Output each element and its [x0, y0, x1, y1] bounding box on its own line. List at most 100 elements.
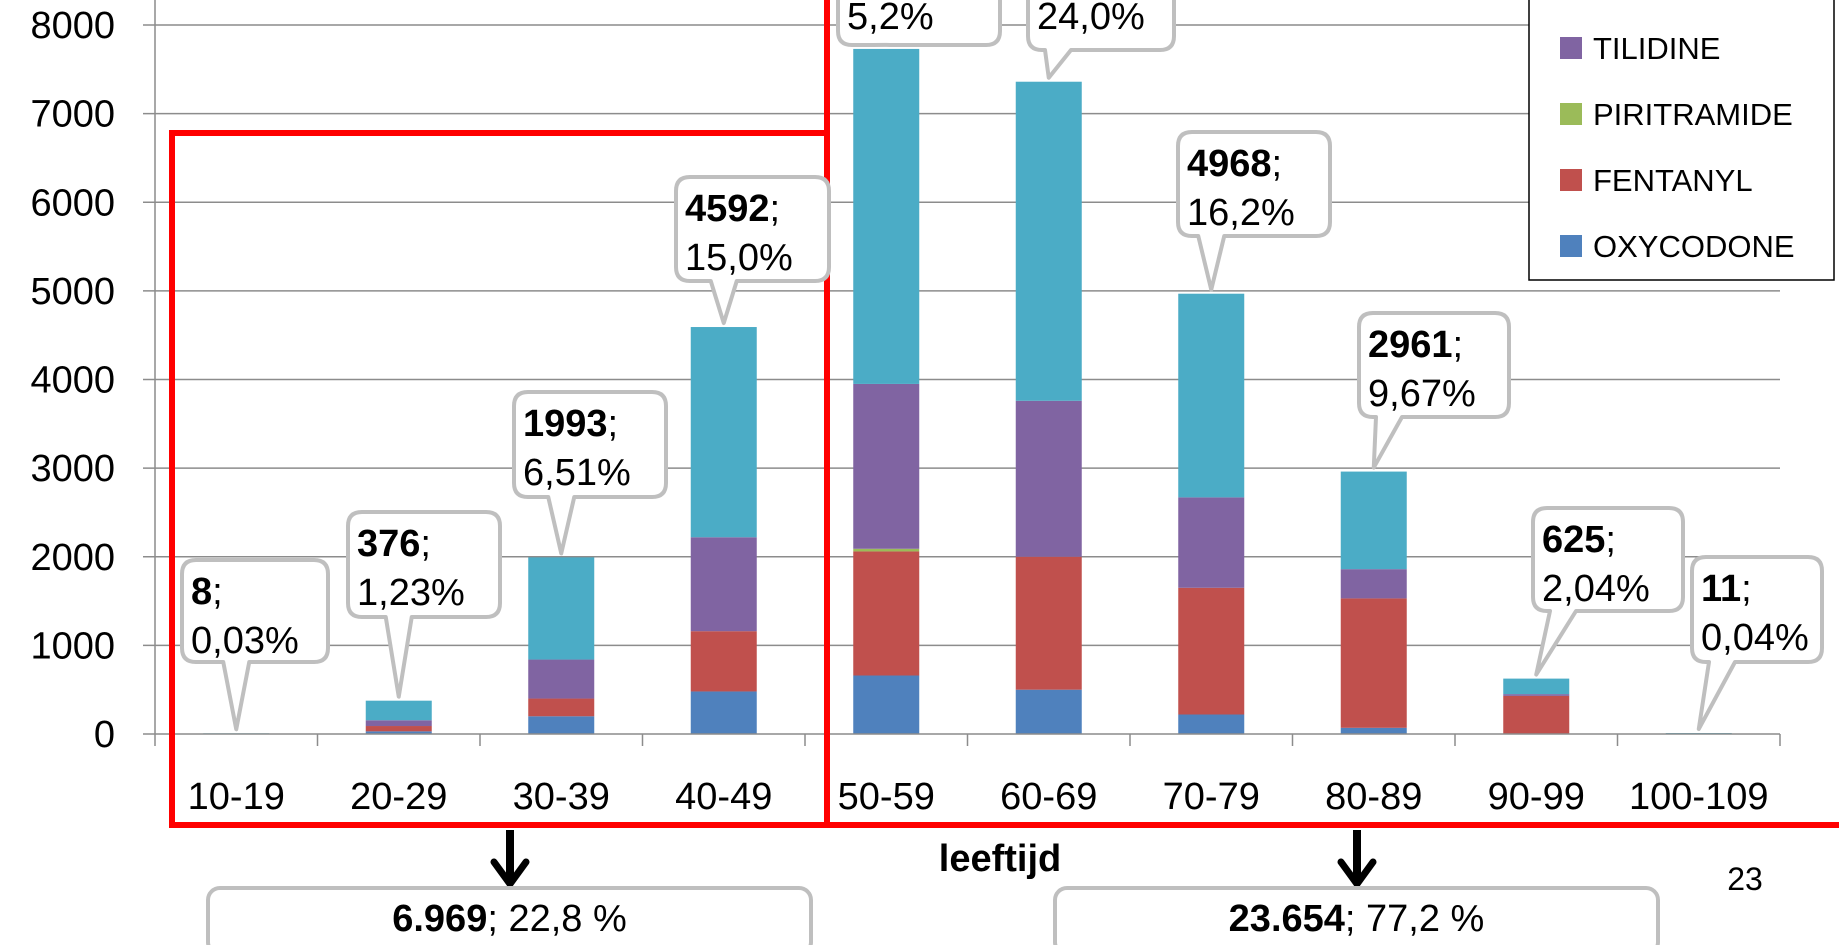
data-callout: 24,0%: [1026, 0, 1176, 80]
x-tick-label: 50-59: [838, 776, 935, 818]
y-tick-label: 6000: [30, 182, 115, 224]
bar-segment: [1503, 694, 1570, 696]
legend-label: TILIDINE: [1593, 31, 1720, 66]
callout-count-line: 1993;: [523, 403, 618, 445]
callout-count: 8: [191, 571, 212, 613]
callout-percent: 6,51%: [523, 452, 631, 494]
callout-separator: ;: [608, 403, 619, 445]
group-summary: 6.969; 22,8 %: [206, 830, 813, 950]
callout-bubble: [346, 510, 502, 699]
bar-segment: [365, 720, 432, 727]
bar-segment: [1340, 727, 1407, 734]
y-tick-label: 7000: [30, 94, 115, 136]
summary-total: 6.969: [392, 898, 487, 940]
bar-segment: [528, 698, 595, 717]
summary-total: 23.654: [1229, 898, 1345, 940]
legend-swatch: [1560, 103, 1582, 125]
callout-bubble: [1176, 130, 1332, 292]
arrow-head-icon: [1337, 858, 1377, 888]
y-tick-label: 5000: [30, 271, 115, 313]
summary-percent: ; 22,8 %: [487, 898, 626, 940]
bar-segment: [365, 700, 432, 721]
legend-label: OXYCODONE: [1593, 229, 1795, 264]
callout-bubble: [1357, 311, 1511, 470]
legend: TILIDINE PIRITRAMIDE FENTANYL OXYCODONE: [1528, 0, 1835, 281]
bar-segment: [853, 551, 920, 676]
callout-bubble: [1026, 0, 1176, 80]
callout-count: 376: [357, 523, 420, 565]
data-callout: 1993; 6,51%: [512, 390, 668, 556]
callout-bubble: [674, 175, 831, 326]
callout-count: 1993: [523, 403, 608, 445]
bar-segment: [853, 48, 920, 384]
bar-segment: [853, 675, 920, 734]
x-tick-label: 100-109: [1629, 776, 1768, 818]
data-callout: 8; 0,03%: [180, 558, 330, 732]
arrow-head-icon: [490, 858, 530, 888]
callout-separator: ;: [1272, 143, 1283, 185]
x-axis-label: leeftijd: [939, 838, 1061, 880]
summary-text: 23.654; 77,2 %: [1229, 898, 1485, 940]
bar-segment: [690, 537, 757, 632]
callout-count: 11: [1701, 568, 1741, 610]
callout-count-line: 4968;: [1187, 143, 1282, 185]
y-tick-label: 2000: [30, 537, 115, 579]
callout-percent: 1,23%: [357, 572, 465, 614]
data-callout: 376; 1,23%: [346, 510, 502, 699]
callout-separator: ;: [1605, 519, 1616, 561]
group-summary: 23.654; 77,2 %: [1053, 830, 1660, 950]
x-tick-label: 30-39: [513, 776, 610, 818]
callout-percent: 0,04%: [1701, 617, 1809, 659]
bar-segment: [1340, 598, 1407, 728]
bar-segment: [1178, 714, 1245, 734]
callout-percent: 16,2%: [1187, 192, 1295, 234]
callout-percent: 0,03%: [191, 620, 299, 662]
bar-segment: [690, 327, 757, 538]
bar-segment: [1015, 400, 1082, 557]
bar-segment: [1015, 556, 1082, 690]
bar-segment: [690, 691, 757, 734]
bar-segment: [853, 548, 920, 552]
y-tick-label: 1000: [30, 625, 115, 667]
data-callout: 625; 2,04%: [1531, 506, 1685, 677]
bar-segment: [1340, 569, 1407, 599]
summary-box: [1053, 886, 1660, 950]
bar-segment: [853, 383, 920, 549]
legend-swatch: [1560, 235, 1582, 257]
callout-bubble: [836, 0, 1002, 47]
callout-separator: ;: [1453, 324, 1464, 366]
x-tick-label: 40-49: [675, 776, 772, 818]
bar-segment: [1340, 471, 1407, 570]
callout-separator: ;: [212, 571, 223, 613]
data-callout: 4968; 16,2%: [1176, 130, 1332, 292]
x-tick-label: 80-89: [1325, 776, 1422, 818]
callout-count-line: 376;: [357, 523, 431, 565]
data-callout: 2961; 9,67%: [1357, 311, 1511, 470]
bar-segment: [1178, 293, 1245, 498]
x-tick-label: 70-79: [1163, 776, 1260, 818]
callout-count: 4968: [1187, 143, 1272, 185]
bar-segment: [1503, 678, 1570, 695]
callout-count-line: 2961;: [1368, 324, 1463, 366]
bar-segment: [528, 659, 595, 699]
x-tick-label: 90-99: [1488, 776, 1585, 818]
y-tick-label: 3000: [30, 448, 115, 490]
legend-label: PIRITRAMIDE: [1593, 97, 1793, 132]
data-callout: 5,2%: [836, 0, 1002, 47]
callout-percent: 5,2%: [847, 0, 934, 38]
callout-count: 625: [1542, 519, 1605, 561]
bar-segment: [1015, 81, 1082, 401]
slide-number: 23: [1727, 861, 1763, 897]
callout-count-line: 8;: [191, 571, 223, 613]
y-tick-label: 0: [94, 714, 115, 756]
callout-percent: 15,0%: [685, 237, 793, 279]
y-tick-label: 8000: [30, 5, 115, 47]
y-tick-label: 4000: [30, 360, 115, 402]
callout-count: 4592: [685, 188, 770, 230]
bar-segment: [1178, 497, 1245, 588]
summary-text: 6.969; 22,8 %: [392, 898, 627, 940]
callout-count: 2961: [1368, 324, 1453, 366]
callout-count-line: 4592;: [685, 188, 780, 230]
callout-separator: ;: [420, 523, 431, 565]
